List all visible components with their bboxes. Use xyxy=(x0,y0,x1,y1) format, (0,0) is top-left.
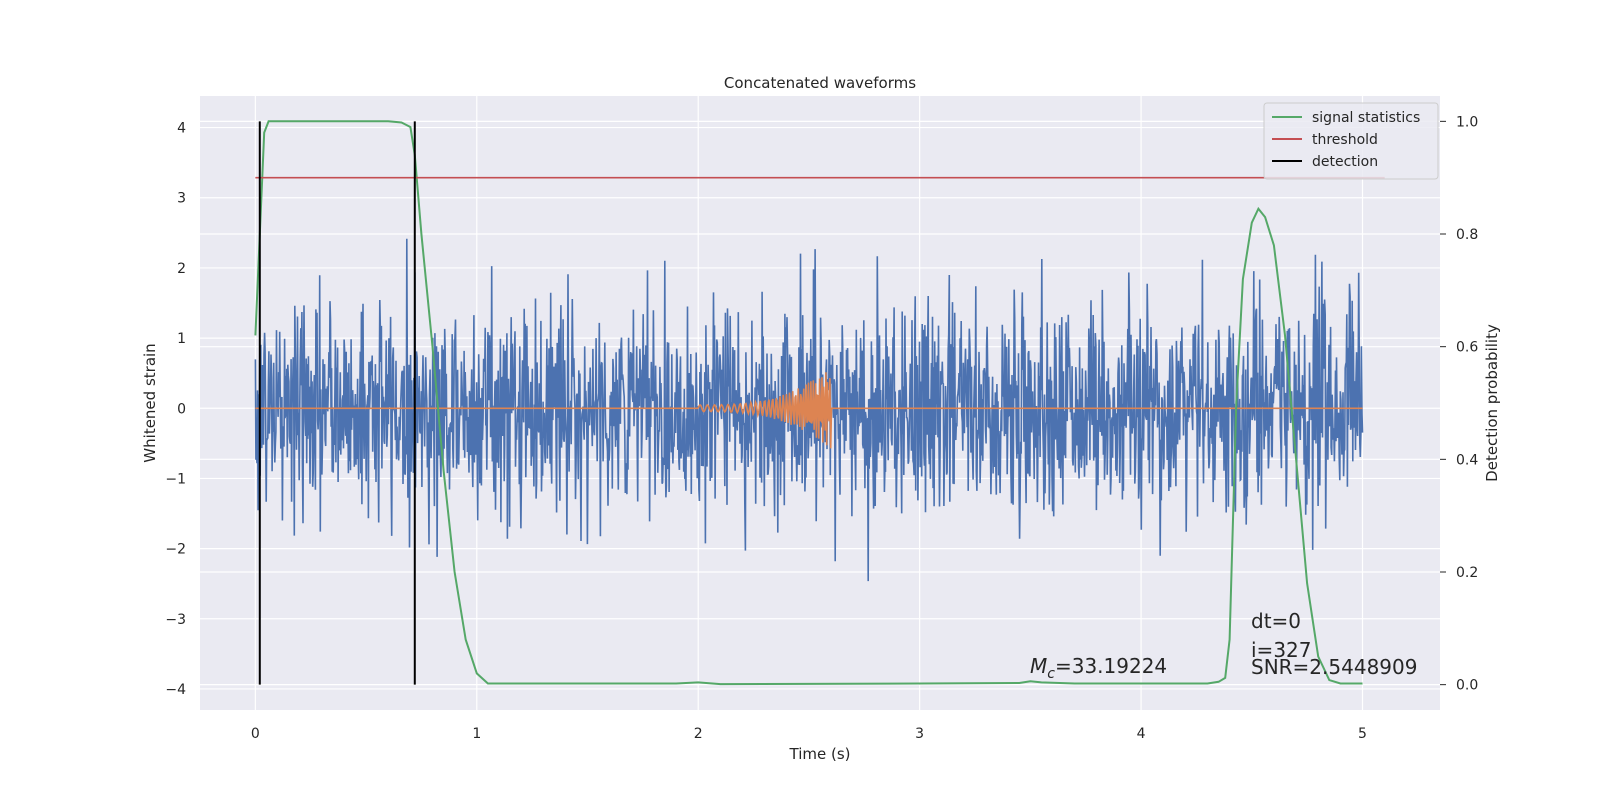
y-tick-label: −4 xyxy=(165,682,186,698)
x-axis-label: Time (s) xyxy=(789,745,851,763)
x-tick-label: 2 xyxy=(694,726,703,742)
annotation-mc-value: =33.19224 xyxy=(1055,654,1167,678)
y2-tick-label: 1.0 xyxy=(1456,114,1478,130)
x-tick-label: 3 xyxy=(915,726,924,742)
y2-tick-label: 0.6 xyxy=(1456,340,1478,356)
y-tick-label: −1 xyxy=(165,471,186,487)
y-axis-label: Whitened strain xyxy=(141,343,159,462)
y2-axis-label: Detection probability xyxy=(1483,324,1501,482)
y-tick-label: −3 xyxy=(165,612,186,628)
legend: signal statistics threshold detection xyxy=(1263,102,1439,180)
legend-label: detection xyxy=(1312,154,1378,170)
y-tick-label: 3 xyxy=(177,191,186,207)
y2-tick-label: 0.2 xyxy=(1456,565,1478,581)
chart-title: Concatenated waveforms xyxy=(724,74,916,92)
annotation-mc-symbol: M xyxy=(1030,654,1047,678)
x-tick-label: 4 xyxy=(1137,726,1146,742)
y2-tick-label: 0.4 xyxy=(1456,452,1478,468)
annotation-mc-subscript: c xyxy=(1047,666,1055,682)
signal-statistics-line xyxy=(254,120,1363,686)
y2-tick-label: 0.0 xyxy=(1456,678,1478,694)
x-tick-label: 1 xyxy=(472,726,481,742)
plot-area xyxy=(254,120,1385,686)
y2-tick-label: 0.8 xyxy=(1456,227,1478,243)
annotation-snr: SNR=2.5448909 xyxy=(1251,655,1417,679)
legend-label: signal statistics xyxy=(1312,110,1420,126)
annotation-mc: Mc=33.19224 xyxy=(1030,654,1167,682)
y-tick-label: 1 xyxy=(177,331,186,347)
x-tick-label: 0 xyxy=(251,726,260,742)
ticks: 0 1 2 3 4 5 4 3 2 1 0 −1 −2 −3 −4 1.0 0.8 0.6 0.4 0.2 0.0 xyxy=(165,114,1478,742)
legend-label: threshold xyxy=(1312,132,1378,148)
x-tick-label: 5 xyxy=(1358,726,1367,742)
y-tick-label: −2 xyxy=(165,542,186,558)
legend-box xyxy=(1263,102,1439,180)
y-tick-label: 4 xyxy=(177,121,186,137)
y-tick-label: 0 xyxy=(177,401,186,417)
annotation-i: i=327 xyxy=(1251,638,1312,662)
annotation-dt: dt=0 xyxy=(1251,609,1301,633)
chirp-series-line xyxy=(255,372,1363,449)
y-tick-label: 2 xyxy=(177,261,186,277)
